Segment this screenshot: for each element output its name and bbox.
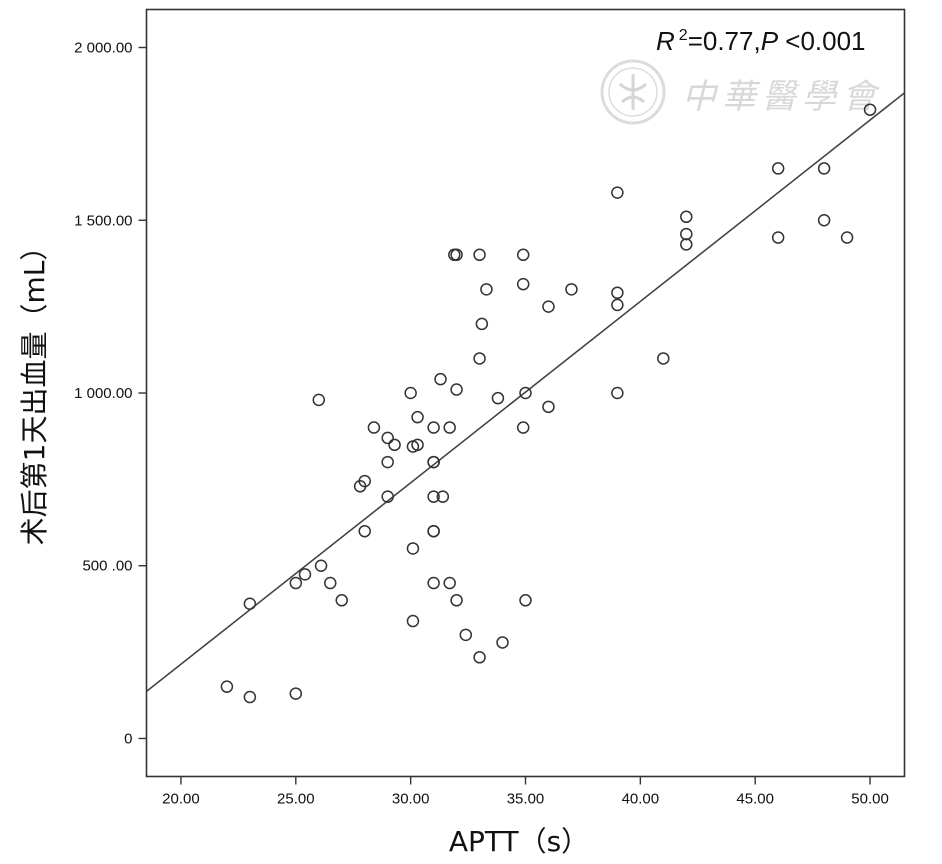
data-point bbox=[680, 238, 693, 251]
data-point bbox=[680, 227, 693, 241]
y-tick-label: 500 .00 bbox=[82, 558, 132, 575]
r-value: =0.77, bbox=[688, 26, 761, 56]
data-point bbox=[459, 628, 473, 642]
data-point bbox=[771, 162, 785, 175]
data-point bbox=[358, 474, 371, 488]
data-point bbox=[565, 283, 578, 296]
p-label: P bbox=[761, 26, 779, 56]
data-point bbox=[480, 283, 493, 296]
data-point bbox=[427, 524, 440, 538]
p-value: <0.001 bbox=[778, 26, 865, 56]
data-point bbox=[450, 248, 463, 262]
data-point bbox=[542, 300, 555, 313]
x-tick-label: 35.00 bbox=[507, 791, 545, 808]
data-point bbox=[367, 421, 381, 434]
data-point bbox=[863, 103, 877, 116]
data-point bbox=[817, 162, 831, 175]
data-point bbox=[817, 214, 831, 227]
data-point bbox=[611, 386, 624, 400]
data-point bbox=[680, 210, 693, 224]
data-point bbox=[406, 614, 420, 628]
y-axis-title: 术后第1天出血量（mL） bbox=[18, 233, 51, 546]
data-point bbox=[243, 597, 257, 611]
data-point bbox=[473, 248, 486, 262]
data-point bbox=[491, 391, 505, 405]
data-point bbox=[243, 690, 257, 704]
data-point bbox=[475, 317, 489, 331]
y-tick-label: 1 500.00 bbox=[74, 212, 132, 229]
data-point bbox=[381, 431, 394, 445]
data-point bbox=[381, 490, 394, 503]
data-point bbox=[516, 277, 530, 291]
data-point bbox=[381, 455, 394, 469]
data-point bbox=[427, 490, 440, 503]
data-point bbox=[314, 559, 328, 572]
x-axis: 20.00 25.00 30.00 35.00 40.00 45.00 50.00 bbox=[162, 776, 889, 808]
data-point bbox=[611, 298, 624, 312]
data-point bbox=[516, 421, 530, 434]
data-point bbox=[427, 455, 440, 469]
data-point bbox=[324, 576, 337, 590]
data-point bbox=[358, 524, 371, 538]
r-squared-annotation: R 2=0.77,P <0.001 bbox=[656, 26, 866, 56]
data-point bbox=[404, 386, 417, 400]
data-point bbox=[406, 542, 420, 555]
data-point bbox=[516, 248, 530, 262]
data-point bbox=[289, 576, 303, 590]
y-tick-label: 0 bbox=[124, 730, 132, 747]
data-points bbox=[220, 103, 877, 704]
data-point bbox=[312, 393, 326, 407]
x-axis-title: APTT（s） bbox=[449, 825, 589, 858]
data-point bbox=[220, 680, 234, 693]
y-axis: 0 500 .00 1 000.00 1 500.00 2 000.00 bbox=[74, 40, 147, 747]
x-tick-label: 25.00 bbox=[277, 791, 315, 808]
data-point bbox=[519, 594, 532, 607]
data-point bbox=[473, 651, 486, 664]
data-point bbox=[519, 386, 532, 400]
r-superscript: 2 bbox=[679, 27, 688, 44]
r-label: R bbox=[656, 26, 675, 56]
watermark-text: 中華醫學會 bbox=[682, 77, 882, 117]
data-point bbox=[388, 438, 401, 452]
x-tick-label: 20.00 bbox=[162, 791, 200, 808]
regression-line-group bbox=[146, 92, 905, 693]
data-point bbox=[542, 400, 555, 414]
data-point bbox=[411, 410, 424, 424]
data-point bbox=[427, 576, 440, 590]
data-point bbox=[611, 186, 624, 199]
data-point bbox=[496, 636, 509, 649]
x-tick-label: 30.00 bbox=[392, 791, 430, 808]
data-point bbox=[771, 231, 785, 244]
x-tick-label: 50.00 bbox=[851, 791, 889, 808]
data-point bbox=[443, 576, 456, 590]
data-point bbox=[289, 687, 303, 700]
data-point bbox=[611, 286, 624, 300]
regression-line bbox=[146, 92, 905, 693]
data-point bbox=[473, 352, 486, 365]
society-seal-icon bbox=[600, 59, 666, 125]
data-point bbox=[840, 231, 854, 244]
data-point bbox=[436, 490, 450, 503]
watermark: 中華醫學會 bbox=[600, 59, 882, 125]
x-tick-label: 45.00 bbox=[736, 791, 774, 808]
y-tick-label: 1 000.00 bbox=[74, 385, 132, 402]
data-point bbox=[427, 421, 440, 434]
data-point bbox=[434, 372, 447, 386]
x-tick-label: 40.00 bbox=[622, 791, 660, 808]
data-point bbox=[411, 438, 424, 452]
data-point bbox=[335, 594, 348, 607]
data-point bbox=[450, 383, 463, 396]
y-tick-label: 2 000.00 bbox=[74, 40, 132, 57]
data-point bbox=[298, 568, 312, 581]
data-point bbox=[450, 594, 463, 607]
data-point bbox=[443, 421, 456, 434]
data-point bbox=[657, 352, 670, 365]
